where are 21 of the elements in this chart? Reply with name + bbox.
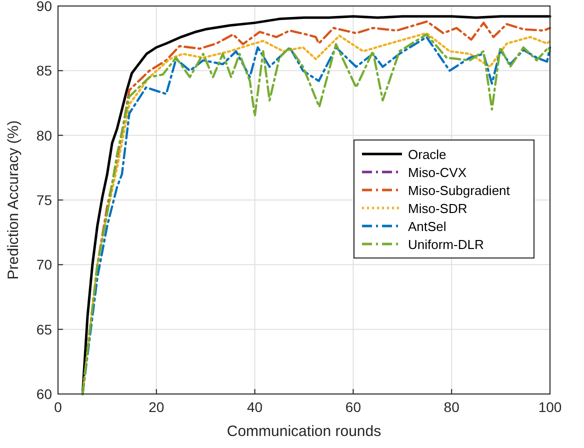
- y-axis-title: Prediction Accuracy (%): [5, 120, 22, 280]
- legend-label: Oracle: [408, 147, 446, 162]
- legend-label: Miso-SDR: [408, 201, 468, 216]
- y-tick-label: 75: [36, 192, 52, 208]
- x-tick-label: 60: [345, 399, 362, 415]
- y-tick-label: 85: [36, 62, 52, 79]
- x-tick-label: 80: [444, 399, 460, 415]
- x-tick-label: 20: [148, 399, 164, 415]
- legend-label: Uniform-DLR: [408, 237, 484, 252]
- y-tick-label: 90: [36, 0, 52, 14]
- legend-label: Miso-Subgradient: [408, 183, 510, 198]
- y-tick-label: 80: [36, 127, 52, 144]
- x-tick-label: 0: [54, 399, 62, 415]
- y-tick-label: 60: [36, 386, 52, 402]
- x-tick-label: 100: [538, 399, 562, 415]
- x-tick-label: 40: [247, 399, 263, 415]
- y-tick-label: 70: [36, 256, 52, 273]
- y-tick-label: 65: [36, 321, 52, 338]
- x-axis-title: Communication rounds: [226, 423, 382, 440]
- legend-label: Miso-CVX: [408, 165, 467, 180]
- legend-label: AntSel: [408, 219, 446, 234]
